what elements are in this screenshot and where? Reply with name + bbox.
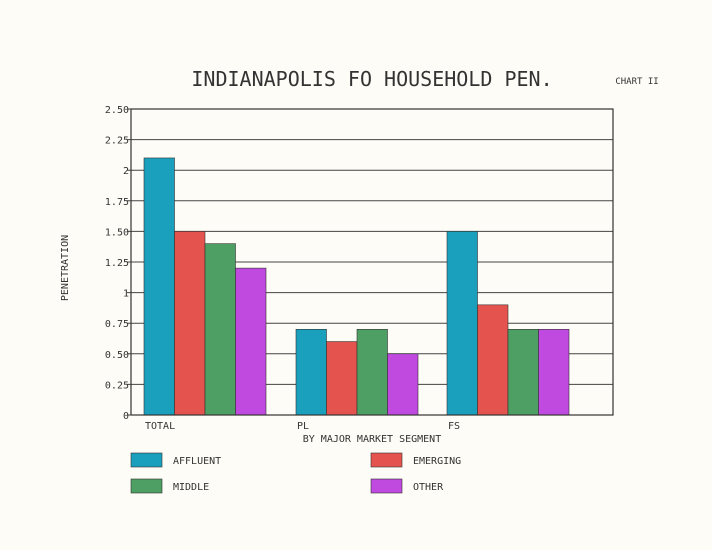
legend-label-affluent: AFFLUENT [173,456,221,467]
bar-emerging-fs [477,304,509,416]
y-tick-label: 0 [123,411,129,422]
x-tick-label: TOTAL [145,421,175,432]
legend-swatch-affluent [130,452,163,468]
x-axis-label: BY MAJOR MARKET SEGMENT [303,434,441,445]
bar-middle-fs [507,329,539,416]
y-tick-label: 1.75 [105,197,129,208]
x-tick-label: FS [448,421,460,432]
y-tick-label: 2.25 [105,136,129,147]
legend-swatch-other [370,478,403,494]
chart-title: INDIANAPOLIS FO HOUSEHOLD PEN. [191,67,552,91]
legend-swatch-middle [130,478,163,494]
bar-other-pl [387,353,419,416]
bar-other-fs [538,329,570,416]
chart-number-label: CHART II [615,77,658,87]
y-tick-label: 1 [123,289,129,300]
y-tick-label: 2 [123,166,129,177]
y-tick-label: 0.50 [105,350,129,361]
legend-label-middle: MIDDLE [173,482,209,493]
y-tick-label: 0.25 [105,380,129,391]
y-tick-label: 1.25 [105,258,129,269]
legend-label-other: OTHER [413,482,444,493]
bar-other-total [235,267,267,416]
y-tick-label: 2.50 [105,105,129,116]
y-tick-label: 1.50 [105,227,129,238]
legend-swatch-emerging [370,452,403,468]
bar-affluent-fs [446,231,478,416]
legend-label-emerging: EMERGING [413,456,461,467]
bar-middle-total [204,243,236,416]
plot-frame [130,108,614,416]
bar-affluent-total [143,157,175,416]
y-axis-label: PENETRATION [60,235,71,301]
bar-emerging-pl [326,341,358,416]
bar-middle-pl [356,329,388,416]
y-tick-label: 0.75 [105,319,129,330]
x-tick-label: PL [297,421,309,432]
bar-emerging-total [174,231,206,416]
bar-affluent-pl [295,329,327,416]
